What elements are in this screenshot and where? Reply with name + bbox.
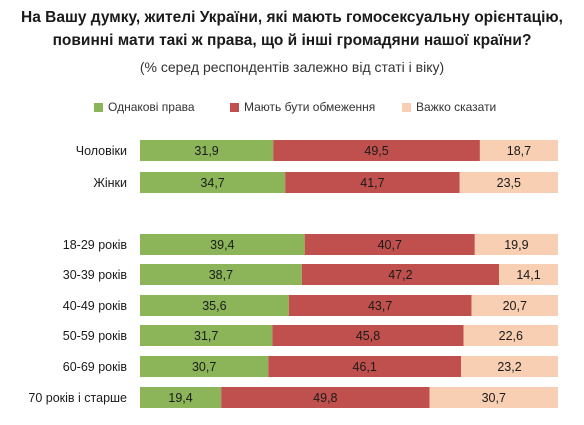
bar-hard-row-3 <box>474 234 558 255</box>
category-label-row-6: 50-59 років <box>63 329 128 343</box>
category-label-row-4: 30-39 років <box>63 268 128 282</box>
data-label-hard-row-3: 19,9 <box>504 238 528 252</box>
bar-hard-row-2 <box>459 172 558 193</box>
category-label-row-8: 70 років і старше <box>28 391 127 405</box>
chart-title: На Вашу думку, жителі України, які мають… <box>0 6 584 52</box>
data-label-equal-row-3: 39,4 <box>210 238 234 252</box>
chart-title-line-2: повинні мати такі ж права, що й інші гро… <box>52 32 532 49</box>
bar-hard-row-7 <box>461 356 558 377</box>
bar-restricted-row-7 <box>268 356 462 377</box>
bar-restricted-row-4 <box>301 264 500 285</box>
legend-swatch-equal <box>94 102 103 112</box>
data-label-restricted-row-4: 47,2 <box>388 268 412 282</box>
category-label-row-1: Чоловіки <box>76 144 127 158</box>
chart-title-line-1: На Вашу думку, жителі України, які мають… <box>21 9 563 26</box>
bar-equal-row-8 <box>140 387 222 408</box>
category-label-row-7: 60-69 років <box>63 360 128 374</box>
category-label-row-2: Жінки <box>93 176 127 190</box>
bar-equal-row-7 <box>140 356 269 377</box>
data-label-equal-row-5: 35,6 <box>202 299 226 313</box>
legend-swatch-restricted <box>230 102 239 112</box>
legend-label-restricted: Мають бути обмеження <box>244 100 376 114</box>
data-label-hard-row-6: 22,6 <box>499 329 523 343</box>
data-label-equal-row-6: 31,7 <box>194 329 218 343</box>
data-label-restricted-row-1: 49,5 <box>364 144 388 158</box>
legend-item-restricted: Мають бути обмеження <box>230 100 375 114</box>
category-label-row-5: 40-49 років <box>63 299 128 313</box>
data-label-equal-row-8: 19,4 <box>168 391 192 405</box>
data-label-restricted-row-5: 43,7 <box>368 299 392 313</box>
bar-restricted-row-2 <box>285 172 460 193</box>
legend-item-hard: Важко сказати <box>402 100 496 114</box>
bar-equal-row-1 <box>140 140 274 161</box>
bar-equal-row-2 <box>140 172 286 193</box>
data-label-restricted-row-8: 49,8 <box>313 391 337 405</box>
bar-restricted-row-8 <box>221 387 430 408</box>
bar-restricted-row-6 <box>272 325 464 346</box>
bar-equal-row-6 <box>140 325 273 346</box>
data-label-equal-row-1: 31,9 <box>194 144 218 158</box>
data-label-restricted-row-6: 45,8 <box>356 329 380 343</box>
data-label-equal-row-2: 34,7 <box>200 176 224 190</box>
data-label-hard-row-2: 23,5 <box>497 176 521 190</box>
category-label-row-3: 18-29 років <box>63 238 128 252</box>
chart-subtitle: (% серед респондентів залежно від статі … <box>139 59 445 75</box>
bar-restricted-row-1 <box>273 140 480 161</box>
bar-equal-row-3 <box>140 234 305 255</box>
bar-hard-row-6 <box>463 325 558 346</box>
bar-hard-row-1 <box>479 140 558 161</box>
bar-restricted-row-5 <box>288 295 472 316</box>
data-label-restricted-row-7: 46,1 <box>353 360 377 374</box>
data-label-hard-row-8: 30,7 <box>482 391 506 405</box>
bar-hard-row-8 <box>429 387 558 408</box>
bar-equal-row-5 <box>140 295 289 316</box>
legend-swatch-hard <box>402 102 411 112</box>
bar-equal-row-4 <box>140 264 302 285</box>
bar-hard-row-5 <box>471 295 558 316</box>
data-label-restricted-row-3: 40,7 <box>378 238 402 252</box>
legend-label-equal: Однакові права <box>108 100 195 114</box>
legend-item-equal: Однакові права <box>94 100 195 114</box>
data-label-hard-row-1: 18,7 <box>507 144 531 158</box>
bar-restricted-row-3 <box>304 234 475 255</box>
legend-label-hard: Важко сказати <box>416 100 497 114</box>
data-label-equal-row-7: 30,7 <box>192 360 216 374</box>
data-label-hard-row-7: 23,2 <box>497 360 521 374</box>
data-label-hard-row-5: 20,7 <box>503 299 527 313</box>
data-label-equal-row-4: 38,7 <box>209 268 233 282</box>
chart-legend: Однакові права Мають бути обмеження Важк… <box>0 100 584 120</box>
bar-hard-row-4 <box>499 264 558 285</box>
data-label-restricted-row-2: 41,7 <box>360 176 384 190</box>
data-label-hard-row-4: 14,1 <box>516 268 540 282</box>
